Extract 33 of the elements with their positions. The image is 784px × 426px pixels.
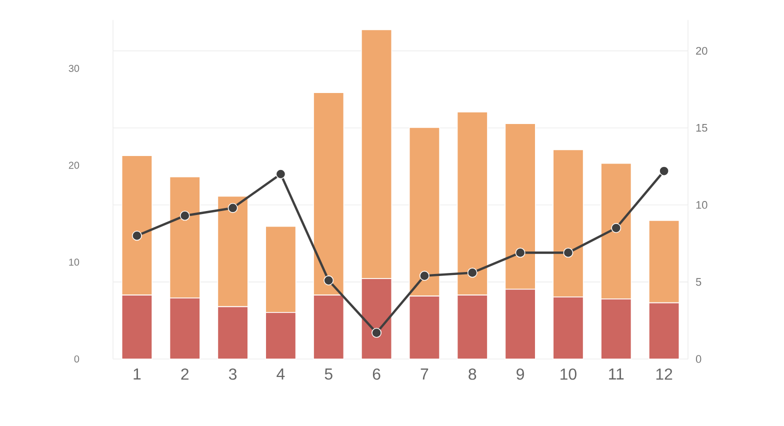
x-tick-label: 8: [468, 368, 476, 380]
x-tick-label: 12: [656, 368, 672, 380]
x-tick-label: 11: [609, 368, 624, 380]
x-tick-label: 10: [560, 368, 576, 380]
point: [515, 248, 526, 258]
point: [132, 230, 142, 241]
point: [372, 328, 382, 338]
x-tick-label: 9: [516, 368, 524, 380]
x-tick-label: 3: [228, 368, 237, 380]
point: [611, 223, 622, 233]
point: [324, 275, 334, 286]
y2-tick-label: 20: [696, 46, 708, 55]
y2-tick-label: 0: [696, 355, 702, 363]
y2-tick-label: 15: [696, 124, 708, 132]
point: [276, 169, 286, 180]
y2-tick-label: 10: [696, 201, 708, 209]
point: [228, 203, 238, 213]
point: [659, 166, 670, 176]
y-tick-label: 10: [69, 258, 80, 266]
point: [180, 210, 190, 221]
x-tick-label: 5: [324, 368, 332, 380]
x-tick-label: 6: [372, 368, 380, 380]
x-tick-label: 1: [134, 368, 141, 380]
x-tick-label: 4: [276, 368, 285, 380]
point: [419, 270, 430, 281]
x-tick-label: 7: [420, 368, 428, 380]
y-tick-label: 0: [74, 355, 80, 363]
y-tick-label: 20: [68, 162, 80, 169]
x-tick-label: 2: [181, 368, 189, 380]
y-tick-label: 30: [68, 64, 80, 72]
y2-tick-label: 5: [696, 278, 702, 286]
point: [563, 248, 574, 258]
point: [467, 268, 478, 278]
